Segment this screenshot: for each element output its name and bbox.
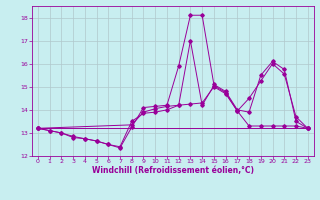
X-axis label: Windchill (Refroidissement éolien,°C): Windchill (Refroidissement éolien,°C) <box>92 166 254 175</box>
